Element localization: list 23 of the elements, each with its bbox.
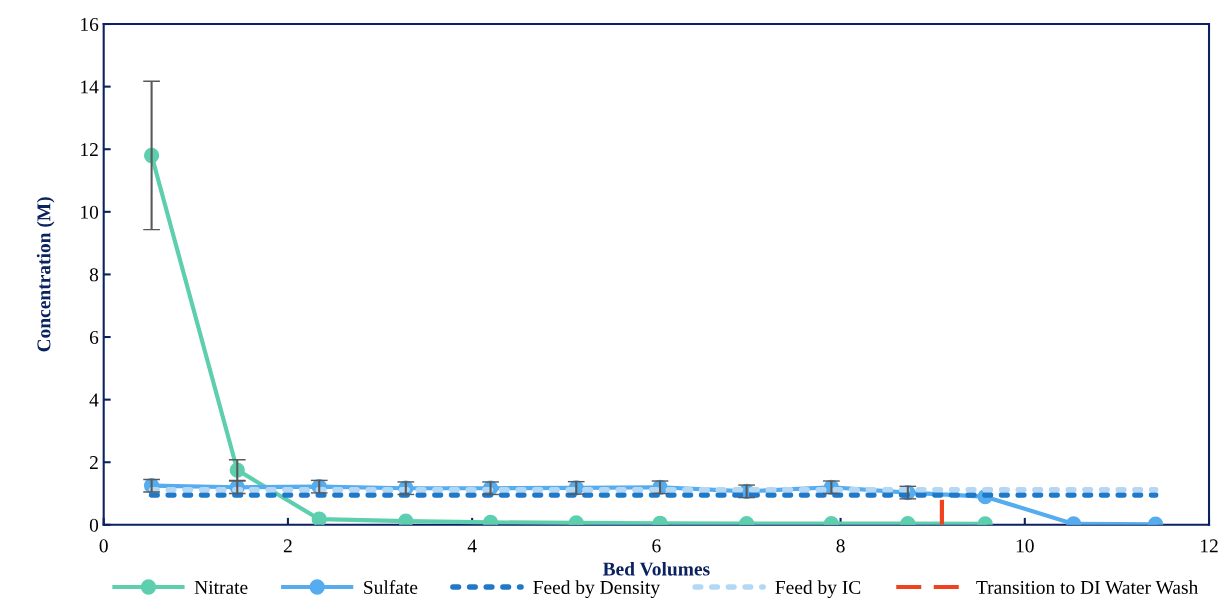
y-tick-label: 14	[81, 80, 99, 94]
y-tick-label: 16	[81, 17, 99, 31]
y-tick-label: 0	[89, 518, 99, 532]
legend-label: Transition to DI Water Wash	[976, 580, 1199, 595]
x-axis-title: Bed Volumes	[602, 561, 710, 576]
legend-label: Nitrate	[194, 580, 248, 594]
x-tick-label: 0	[99, 539, 108, 553]
x-tick-label: 12	[1201, 539, 1218, 553]
legend-label: Feed by IC	[775, 580, 861, 598]
y-tick-label: 10	[81, 205, 99, 219]
x-tick-label: 6	[652, 539, 661, 553]
y-tick-label: 2	[89, 456, 98, 469]
y-tick-label: 6	[89, 330, 99, 344]
y-tick-label: 8	[89, 268, 99, 282]
legend-label: Sulfate	[364, 580, 418, 594]
y-axis-title: Concentration (M)	[36, 197, 55, 352]
x-tick-label: 10	[1016, 539, 1034, 553]
y-tick-label: 4	[89, 393, 99, 407]
legend-label: Feed by Density	[533, 580, 661, 598]
x-tick-label: 2	[283, 539, 292, 553]
x-tick-label: 8	[836, 539, 845, 553]
y-tick-label: 12	[81, 143, 98, 156]
x-tick-label: 4	[467, 539, 477, 553]
